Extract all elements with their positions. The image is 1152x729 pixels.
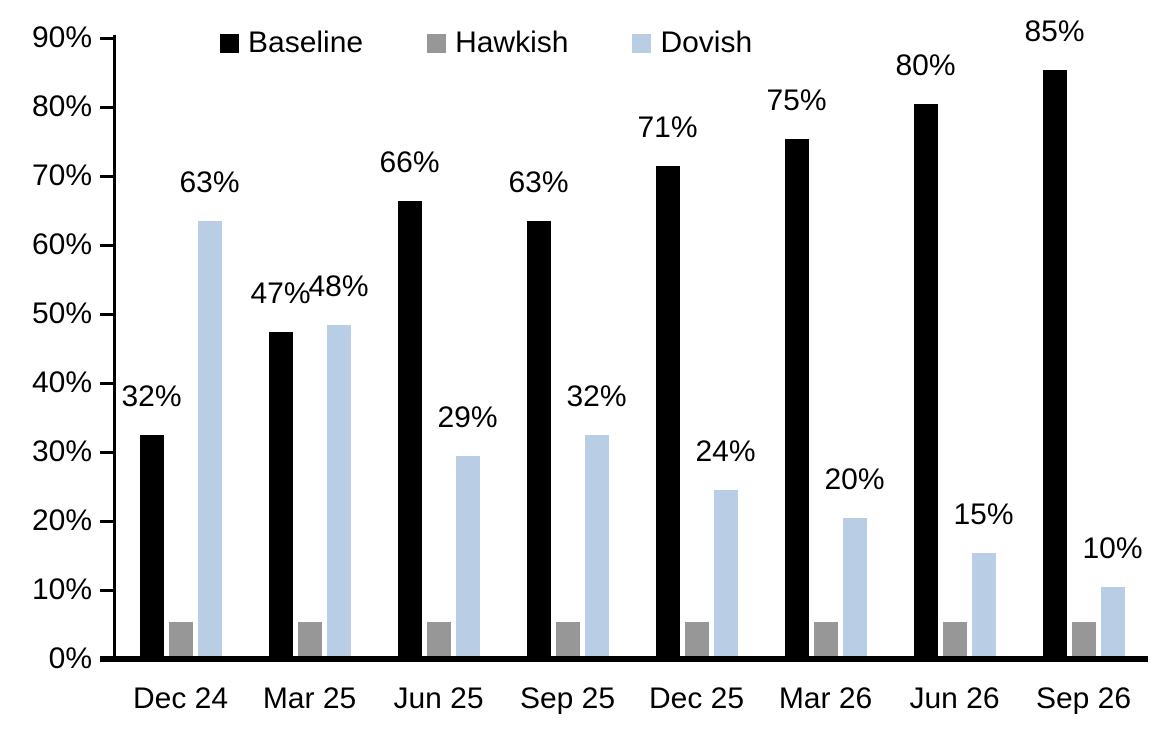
x-label-dec-25: Dec 25 <box>648 682 745 715</box>
y-tick-label-5: 50% <box>31 297 92 330</box>
y-tick-9 <box>100 36 116 40</box>
bar-hawkish-jun-26 <box>942 621 967 656</box>
legend-label-dovish: Dovish <box>660 26 753 59</box>
y-tick-8 <box>100 105 116 109</box>
bar-hawkish-sep-26 <box>1071 621 1096 656</box>
bar-dovish-sep-26 <box>1100 587 1125 656</box>
bar-baseline-dec-24 <box>139 435 164 656</box>
y-tick-label-0: 0% <box>48 642 92 675</box>
y-tick-label-4: 40% <box>31 366 92 399</box>
data-label-baseline-dec-25: 71% <box>637 111 698 145</box>
data-label-dovish-dec-25: 24% <box>695 435 756 469</box>
y-tick-6 <box>100 243 116 247</box>
bar-hawkish-mar-26 <box>813 621 838 656</box>
x-label-jun-26: Jun 26 <box>909 682 1000 715</box>
legend-swatch-baseline-icon <box>220 33 239 53</box>
y-tick-5 <box>100 312 116 316</box>
bar-dovish-dec-25 <box>713 490 738 656</box>
data-label-dovish-jun-26: 15% <box>953 497 1014 531</box>
legend-item-baseline: Baseline <box>220 26 363 60</box>
bar-hawkish-sep-25 <box>555 621 580 656</box>
data-label-dovish-jun-25: 29% <box>437 400 498 434</box>
data-label-baseline-mar-26: 75% <box>766 83 827 117</box>
data-label-dovish-mar-25: 48% <box>308 269 369 303</box>
bar-hawkish-mar-25 <box>297 621 322 656</box>
bar-baseline-sep-26 <box>1042 69 1067 656</box>
bar-dovish-mar-26 <box>842 518 867 656</box>
data-label-baseline-jun-25: 66% <box>379 145 440 179</box>
bar-baseline-dec-25 <box>655 166 680 656</box>
y-tick-label-7: 70% <box>31 159 92 192</box>
bar-hawkish-jun-25 <box>426 621 451 656</box>
y-tick-label-8: 80% <box>31 90 92 123</box>
legend-item-dovish: Dovish <box>632 26 752 60</box>
y-tick-3 <box>100 450 116 454</box>
x-label-dec-24: Dec 24 <box>132 682 229 715</box>
bar-baseline-mar-26 <box>784 138 809 656</box>
y-tick-label-2: 20% <box>31 504 92 537</box>
data-label-baseline-dec-24: 32% <box>121 380 182 414</box>
data-label-baseline-mar-25: 47% <box>250 276 311 310</box>
chart-legend: Baseline Hawkish Dovish <box>220 26 752 60</box>
data-label-baseline-sep-26: 85% <box>1024 14 1085 48</box>
bar-dovish-sep-25 <box>584 435 609 656</box>
y-tick-label-6: 60% <box>31 228 92 261</box>
bar-dovish-mar-25 <box>326 324 351 656</box>
x-label-sep-25: Sep 25 <box>519 682 616 715</box>
bar-dovish-jun-25 <box>455 455 480 656</box>
data-label-baseline-jun-26: 80% <box>895 49 956 82</box>
legend-item-hawkish: Hawkish <box>427 26 568 60</box>
legend-label-hawkish: Hawkish <box>455 26 569 59</box>
y-tick-label-9: 90% <box>31 21 92 54</box>
data-label-dovish-sep-25: 32% <box>566 380 627 414</box>
y-tick-label-3: 30% <box>31 435 92 468</box>
y-tick-1 <box>100 588 116 592</box>
data-label-dovish-sep-26: 10% <box>1082 532 1143 565</box>
data-label-baseline-sep-25: 63% <box>508 166 569 200</box>
bar-baseline-sep-25 <box>526 221 551 656</box>
legend-swatch-hawkish-icon <box>427 33 447 53</box>
bar-baseline-jun-25 <box>397 200 422 656</box>
bar-baseline-mar-25 <box>268 331 293 656</box>
bar-dovish-dec-24 <box>197 221 222 656</box>
x-label-mar-26: Mar 26 <box>778 682 873 715</box>
y-tick-label-1: 10% <box>31 573 92 606</box>
x-label-sep-26: Sep 26 <box>1035 682 1132 715</box>
y-tick-4 <box>100 381 116 385</box>
legend-swatch-dovish-icon <box>632 33 652 53</box>
x-label-jun-25: Jun 25 <box>393 682 484 715</box>
x-axis-line <box>100 656 1148 662</box>
bar-hawkish-dec-25 <box>684 621 709 656</box>
y-axis-line <box>113 35 116 662</box>
y-tick-2 <box>100 519 116 523</box>
data-label-dovish-mar-26: 20% <box>824 463 885 496</box>
data-label-dovish-dec-24: 63% <box>179 166 240 200</box>
bar-dovish-jun-26 <box>971 552 996 656</box>
bar-baseline-jun-26 <box>913 104 938 656</box>
x-label-mar-25: Mar 25 <box>262 682 357 715</box>
legend-label-baseline: Baseline <box>248 26 364 59</box>
bar-hawkish-dec-24 <box>168 621 193 656</box>
y-tick-7 <box>100 174 116 178</box>
